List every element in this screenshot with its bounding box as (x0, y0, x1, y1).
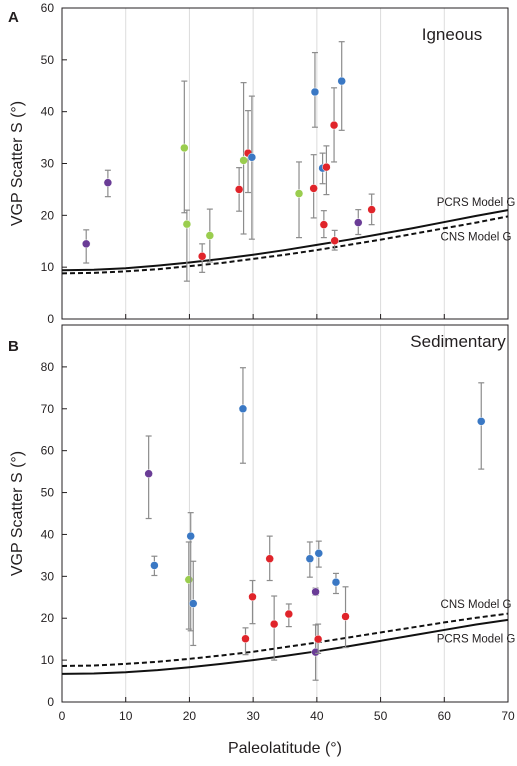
y-tick-label: 50 (41, 486, 55, 500)
data-point-red (367, 205, 376, 214)
model-label: PCRS Model G (437, 634, 516, 646)
panel-title: Sedimentary (410, 332, 506, 351)
plot-frame (61, 7, 509, 320)
data-point-red (322, 162, 331, 172)
data-point-red (330, 236, 339, 245)
x-tick-label: 30 (246, 709, 260, 723)
x-tick-label: 60 (438, 709, 452, 723)
panel-title: Igneous (422, 25, 483, 44)
x-tick-label: 50 (374, 709, 388, 723)
y-tick-label: 30 (41, 157, 55, 171)
data-point-blue (150, 561, 159, 570)
y-tick-label: 0 (47, 312, 54, 326)
data-point-green (239, 156, 248, 165)
data-point-blue (247, 153, 257, 162)
model-curve-cns-model-g (62, 215, 508, 275)
data-point-red (309, 184, 318, 193)
data-point-purple (81, 239, 91, 249)
data-point-green (180, 143, 189, 153)
y-tick-label: 20 (41, 208, 55, 222)
panel-a-igneous: 0 10 20 30 40 50 60 VGP Scatter S (°) A Igneous PC… (8, 1, 515, 326)
x-tick-label: 20 (183, 709, 197, 723)
data-point-red (341, 612, 350, 621)
data-point-green (294, 189, 304, 198)
data-point-purple (354, 218, 363, 227)
panel-letter: B (8, 338, 19, 355)
y-axis-title: VGP Scatter S (°) (9, 101, 26, 226)
data-point-purple (311, 587, 320, 597)
data-point-blue (186, 531, 195, 541)
data-point-blue (476, 417, 486, 426)
plot-frame (61, 324, 509, 703)
y-axis-title: VGP Scatter S (°) (9, 451, 26, 576)
y-tick-label: 10 (41, 260, 55, 274)
data-point-purple (144, 469, 153, 478)
data-point-blue (310, 87, 320, 97)
y-tick-label: 80 (41, 360, 55, 374)
model-curve-pcrs-model-g (62, 618, 508, 675)
data-point-blue (314, 549, 324, 558)
data-point-blue (189, 599, 198, 608)
y-tick-label: 60 (41, 1, 55, 15)
y-tick-label: 40 (41, 527, 55, 541)
data-point-red (284, 609, 294, 619)
data-point-blue (305, 554, 315, 563)
panel-letter: A (8, 9, 19, 26)
data-point-purple (103, 178, 113, 187)
model-curve-pcrs-model-g (62, 209, 508, 272)
data-point-red (269, 619, 279, 629)
data-point-blue (337, 76, 346, 86)
data-point-red (241, 634, 250, 643)
x-axis-title: Paleolatitude (°) (228, 740, 342, 757)
data-point-red (313, 634, 323, 644)
model-label: CNS Model G (441, 599, 512, 611)
y-tick-label: 20 (41, 611, 55, 625)
y-tick-label: 30 (41, 569, 55, 583)
y-tick-label: 60 (41, 444, 55, 458)
y-tick-label: 50 (41, 53, 55, 67)
data-point-red (234, 185, 244, 194)
y-tick-label: 70 (41, 402, 55, 416)
y-tick-label: 10 (41, 653, 55, 667)
model-label: PCRS Model G (437, 197, 516, 209)
model-curve-cns-model-g (62, 612, 508, 667)
data-point-red (329, 120, 339, 130)
panel-b-sedimentary: 0 10 20 30 40 50 60 70 80 0 10 20 30 40 50 60 70 VGP Scat… (8, 324, 516, 723)
data-point-blue (331, 577, 341, 587)
x-tick-label: 70 (501, 709, 515, 723)
x-tick-label: 10 (119, 709, 133, 723)
data-point-red (265, 554, 274, 563)
data-point-red (248, 592, 257, 602)
x-tick-label: 0 (59, 709, 66, 723)
x-tick-label: 40 (310, 709, 324, 723)
data-point-green (205, 231, 215, 240)
data-point-green (182, 219, 192, 229)
data-point-red (197, 252, 207, 261)
y-tick-label: 40 (41, 105, 55, 119)
data-point-red (319, 220, 329, 229)
y-tick-label: 0 (47, 695, 54, 709)
data-point-green (184, 575, 194, 584)
data-point-blue (238, 404, 248, 414)
model-label: CNS Model G (441, 232, 512, 244)
